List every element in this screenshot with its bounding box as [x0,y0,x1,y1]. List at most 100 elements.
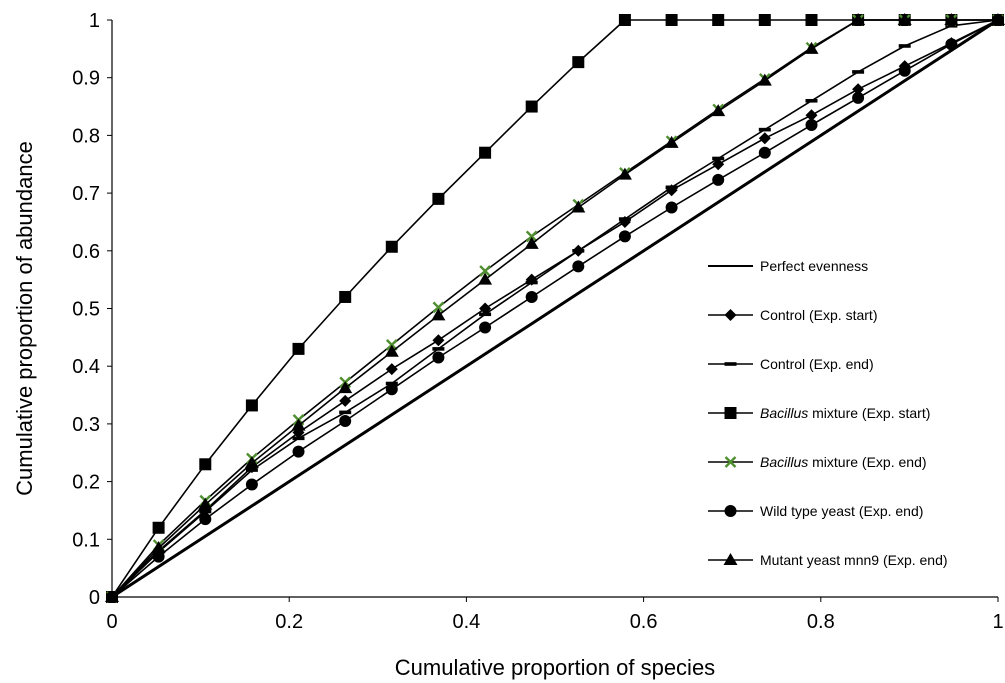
data-point [479,312,492,317]
y-tick-label: 0.6 [72,241,100,263]
data-point [572,249,585,253]
data-point [245,399,258,412]
legend-marker [723,553,738,565]
data-point [571,200,586,213]
data-point [525,230,538,243]
data-point [105,590,119,602]
data-point [758,146,771,159]
legend-item: Bacillus mixture (Exp. end) [708,454,927,470]
data-point [852,83,865,96]
y-tick-label: 0.4 [72,356,100,378]
data-point [199,513,212,526]
data-point [431,308,446,321]
data-point [339,394,352,407]
data-point [432,192,445,205]
legend-item: Mutant yeast mnn9 (Exp. end) [708,552,948,568]
legend-label: Bacillus mixture (Exp. start) [760,405,930,421]
legend-item: Bacillus mixture (Exp. start) [708,405,930,421]
legend: Perfect evenness Control (Exp. start) Cont… [708,258,948,568]
series-line [111,19,999,598]
data-point [851,13,866,25]
data-point [712,14,725,26]
data-point [292,436,305,441]
y-tick-label: 0.5 [72,299,100,321]
series-0 [111,18,999,599]
legend-label: Control (Exp. start) [760,307,877,323]
legend-marker [724,362,737,366]
y-tick-label: 0.7 [72,183,100,205]
x-tick-label: 0.2 [275,611,303,633]
series-line [111,19,998,598]
legend-label-rest: mixture (Exp. end) [808,454,926,470]
data-point [152,550,165,563]
data-point [757,73,772,86]
data-point [385,383,398,396]
data-point [945,38,958,51]
data-point [199,458,212,471]
data-point [758,132,771,145]
legend-label: Wild type yeast (Exp. end) [760,503,923,519]
data-point [479,146,492,159]
data-point [524,236,539,249]
data-point [618,14,631,26]
data-point [291,418,306,431]
data-point [525,280,538,285]
legend-marker [724,505,737,517]
data-point [758,14,771,26]
legend-label-rest: mixture (Exp. start) [808,405,930,421]
y-tick-label: 0.1 [72,529,100,551]
axes: 0 0.1 0.2 0.3 0.4 0.5 0.6 0.7 0.8 0.9 1 0 0.2 0.4 0.6 0… [72,10,1003,633]
series-line [111,19,999,598]
data-point [152,521,165,534]
legend-label-italic: Bacillus [760,405,808,421]
data-point [292,445,305,458]
data-point [339,290,352,303]
legend-label: Perfect evenness [760,258,868,274]
data-point [805,98,818,103]
data-point [525,290,538,303]
data-point [151,540,166,553]
x-tick-label: 1 [992,611,1003,633]
data-point [944,13,959,25]
series-line [111,18,999,599]
data-point [805,109,818,122]
data-point [384,344,399,357]
data-point [664,135,679,148]
data-point [617,167,632,180]
legend-marker [724,407,737,419]
data-point [432,351,445,364]
data-point [898,64,911,77]
legend-item: Control (Exp. end) [708,356,874,372]
series-3 [106,14,1004,603]
x-axis-title: Cumulative proportion of species [395,655,715,680]
x-tick-label: 0.4 [452,611,480,633]
legend-item: Control (Exp. start) [708,307,877,323]
data-point [572,260,585,273]
legend-label: Mutant yeast mnn9 (Exp. end) [760,552,948,568]
data-point [712,173,725,186]
data-point [618,217,631,221]
data-point [852,91,865,104]
legend-label: Bacillus mixture (Exp. end) [760,454,927,470]
legend-marker [724,309,737,321]
legend-item: Perfect evenness [708,258,868,274]
data-point [245,468,258,472]
series-layer [105,13,1005,603]
data-point [711,104,726,117]
data-point [385,240,398,253]
y-tick-label: 0 [89,587,100,609]
data-point [199,509,212,514]
legend-marker [724,456,737,468]
y-tick-label: 0.3 [72,414,100,436]
data-point [572,56,585,69]
series-line [111,19,999,598]
x-tick-label: 0.8 [807,611,835,633]
x-tick-label: 0.6 [630,611,658,633]
y-tick-label: 0.8 [72,125,100,147]
legend-item: Wild type yeast (Exp. end) [708,503,923,519]
data-point [479,265,491,277]
data-point [385,363,398,376]
data-point [805,14,818,26]
data-point [432,347,445,351]
